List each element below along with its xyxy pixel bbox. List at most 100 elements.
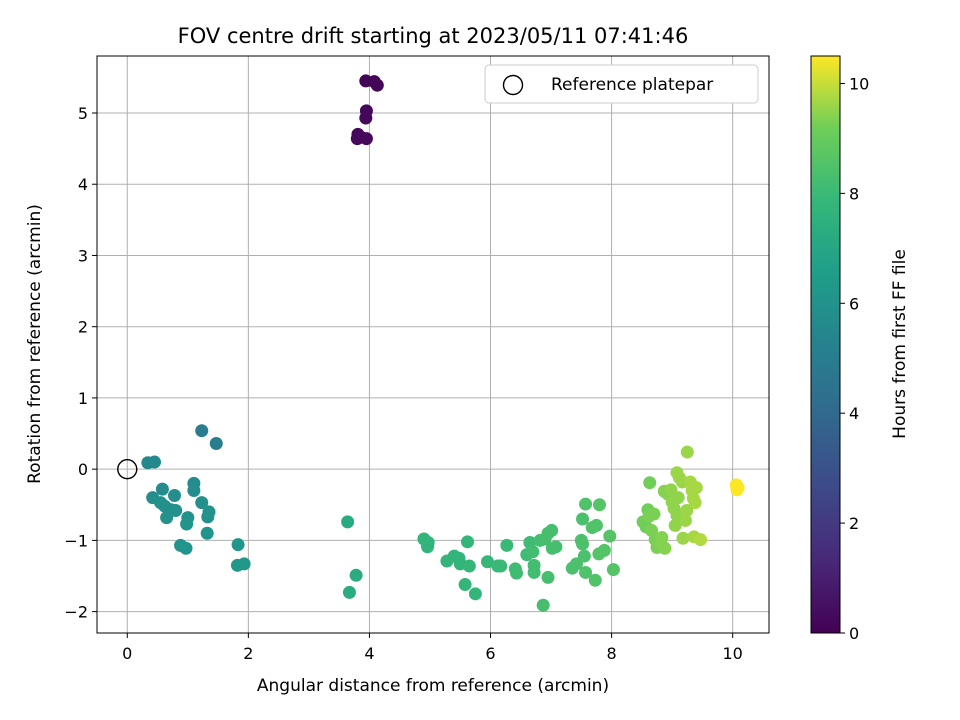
data-point	[237, 557, 251, 571]
y-axis: −2 −1 0 1 2 3 4 5	[64, 104, 97, 622]
x-tick-label: 0	[122, 644, 132, 663]
colorbar-label: Hours from first FF file	[890, 249, 910, 439]
data-point	[576, 512, 590, 526]
data-point	[579, 497, 593, 511]
chart-title: FOV centre drift starting at 2023/05/11 …	[178, 24, 689, 48]
data-point	[510, 566, 524, 580]
x-tick-label: 2	[243, 644, 253, 663]
data-point	[187, 484, 201, 498]
data-point	[167, 489, 181, 503]
points-layer	[141, 74, 745, 612]
y-tick-label: 2	[78, 318, 88, 337]
data-point	[730, 483, 744, 497]
y-tick-label: 0	[78, 460, 88, 479]
data-point	[341, 515, 355, 529]
x-tick-label: 6	[485, 644, 495, 663]
data-point	[349, 568, 363, 582]
data-point	[421, 540, 435, 554]
data-point	[200, 526, 214, 540]
data-point	[195, 496, 209, 510]
data-point	[201, 510, 215, 524]
data-point	[148, 455, 162, 469]
data-point	[577, 549, 591, 563]
data-point	[155, 482, 169, 496]
y-tick-label: −1	[64, 531, 88, 550]
colorbar-tick-label: 8	[849, 184, 859, 203]
data-point	[370, 78, 384, 92]
colorbar-tick-label: 0	[849, 624, 859, 643]
legend-label: Reference platepar	[551, 75, 713, 95]
data-point	[678, 513, 692, 527]
data-point	[670, 466, 684, 480]
data-point	[480, 555, 494, 569]
data-point	[606, 563, 620, 577]
data-point	[179, 541, 193, 555]
reference-platepar-marker	[117, 458, 138, 480]
data-point	[527, 565, 541, 579]
data-point	[680, 445, 694, 459]
legend: Reference platepar	[484, 64, 759, 104]
data-point	[195, 424, 209, 438]
y-tick-label: 5	[78, 104, 88, 123]
data-point	[579, 565, 593, 579]
data-point	[359, 111, 373, 125]
y-tick-label: 4	[78, 175, 88, 194]
data-point	[592, 498, 606, 512]
data-point	[350, 132, 364, 146]
data-point	[231, 538, 245, 552]
data-point	[461, 535, 475, 549]
x-axis: 0 2 4 6 8 10	[122, 633, 743, 663]
data-point	[458, 578, 472, 592]
y-tick-label: 3	[78, 246, 88, 265]
data-point	[588, 573, 602, 587]
data-point	[676, 531, 690, 545]
data-point	[549, 540, 563, 554]
x-tick-label: 4	[364, 644, 374, 663]
colorbar-tick-label: 10	[849, 74, 869, 93]
data-point	[589, 518, 603, 532]
data-point	[536, 598, 550, 612]
colorbar-tick-label: 2	[849, 514, 859, 533]
legend-box	[484, 64, 759, 104]
data-point	[569, 557, 583, 571]
data-point	[658, 541, 672, 555]
data-point	[462, 559, 476, 573]
grid	[97, 56, 769, 633]
data-point	[180, 517, 194, 531]
data-point	[671, 491, 685, 505]
reference-marker-layer	[117, 458, 138, 480]
data-point	[603, 529, 617, 543]
legend-reference-marker	[502, 74, 524, 96]
colorbar-axis: 0 2 4 6 8 10	[840, 74, 869, 643]
data-point	[468, 587, 482, 601]
x-axis-label: Angular distance from reference (arcmin)	[257, 676, 609, 696]
y-tick-label: 1	[78, 389, 88, 408]
data-point	[694, 533, 708, 547]
data-point	[688, 496, 702, 510]
colorbar-tick-label: 4	[849, 404, 859, 423]
data-point	[526, 545, 540, 559]
data-point	[576, 537, 590, 551]
colorbar	[810, 55, 841, 634]
data-point	[359, 132, 373, 146]
data-point	[160, 511, 174, 525]
data-point	[597, 543, 611, 557]
x-tick-label: 10	[722, 644, 742, 663]
x-tick-label: 8	[607, 644, 617, 663]
data-point	[643, 476, 657, 490]
y-tick-label: −2	[64, 603, 88, 622]
data-point	[500, 538, 514, 552]
data-point	[647, 507, 661, 521]
data-point	[680, 503, 694, 517]
data-point	[541, 570, 555, 584]
data-point	[689, 481, 703, 495]
y-axis-label: Rotation from reference (arcmin)	[25, 204, 45, 484]
data-point	[545, 523, 559, 537]
data-point	[342, 585, 356, 599]
colorbar-tick-label: 6	[849, 294, 859, 313]
data-point	[169, 503, 183, 517]
data-point	[494, 559, 508, 573]
plot-frame	[96, 55, 770, 634]
data-point	[209, 437, 223, 451]
